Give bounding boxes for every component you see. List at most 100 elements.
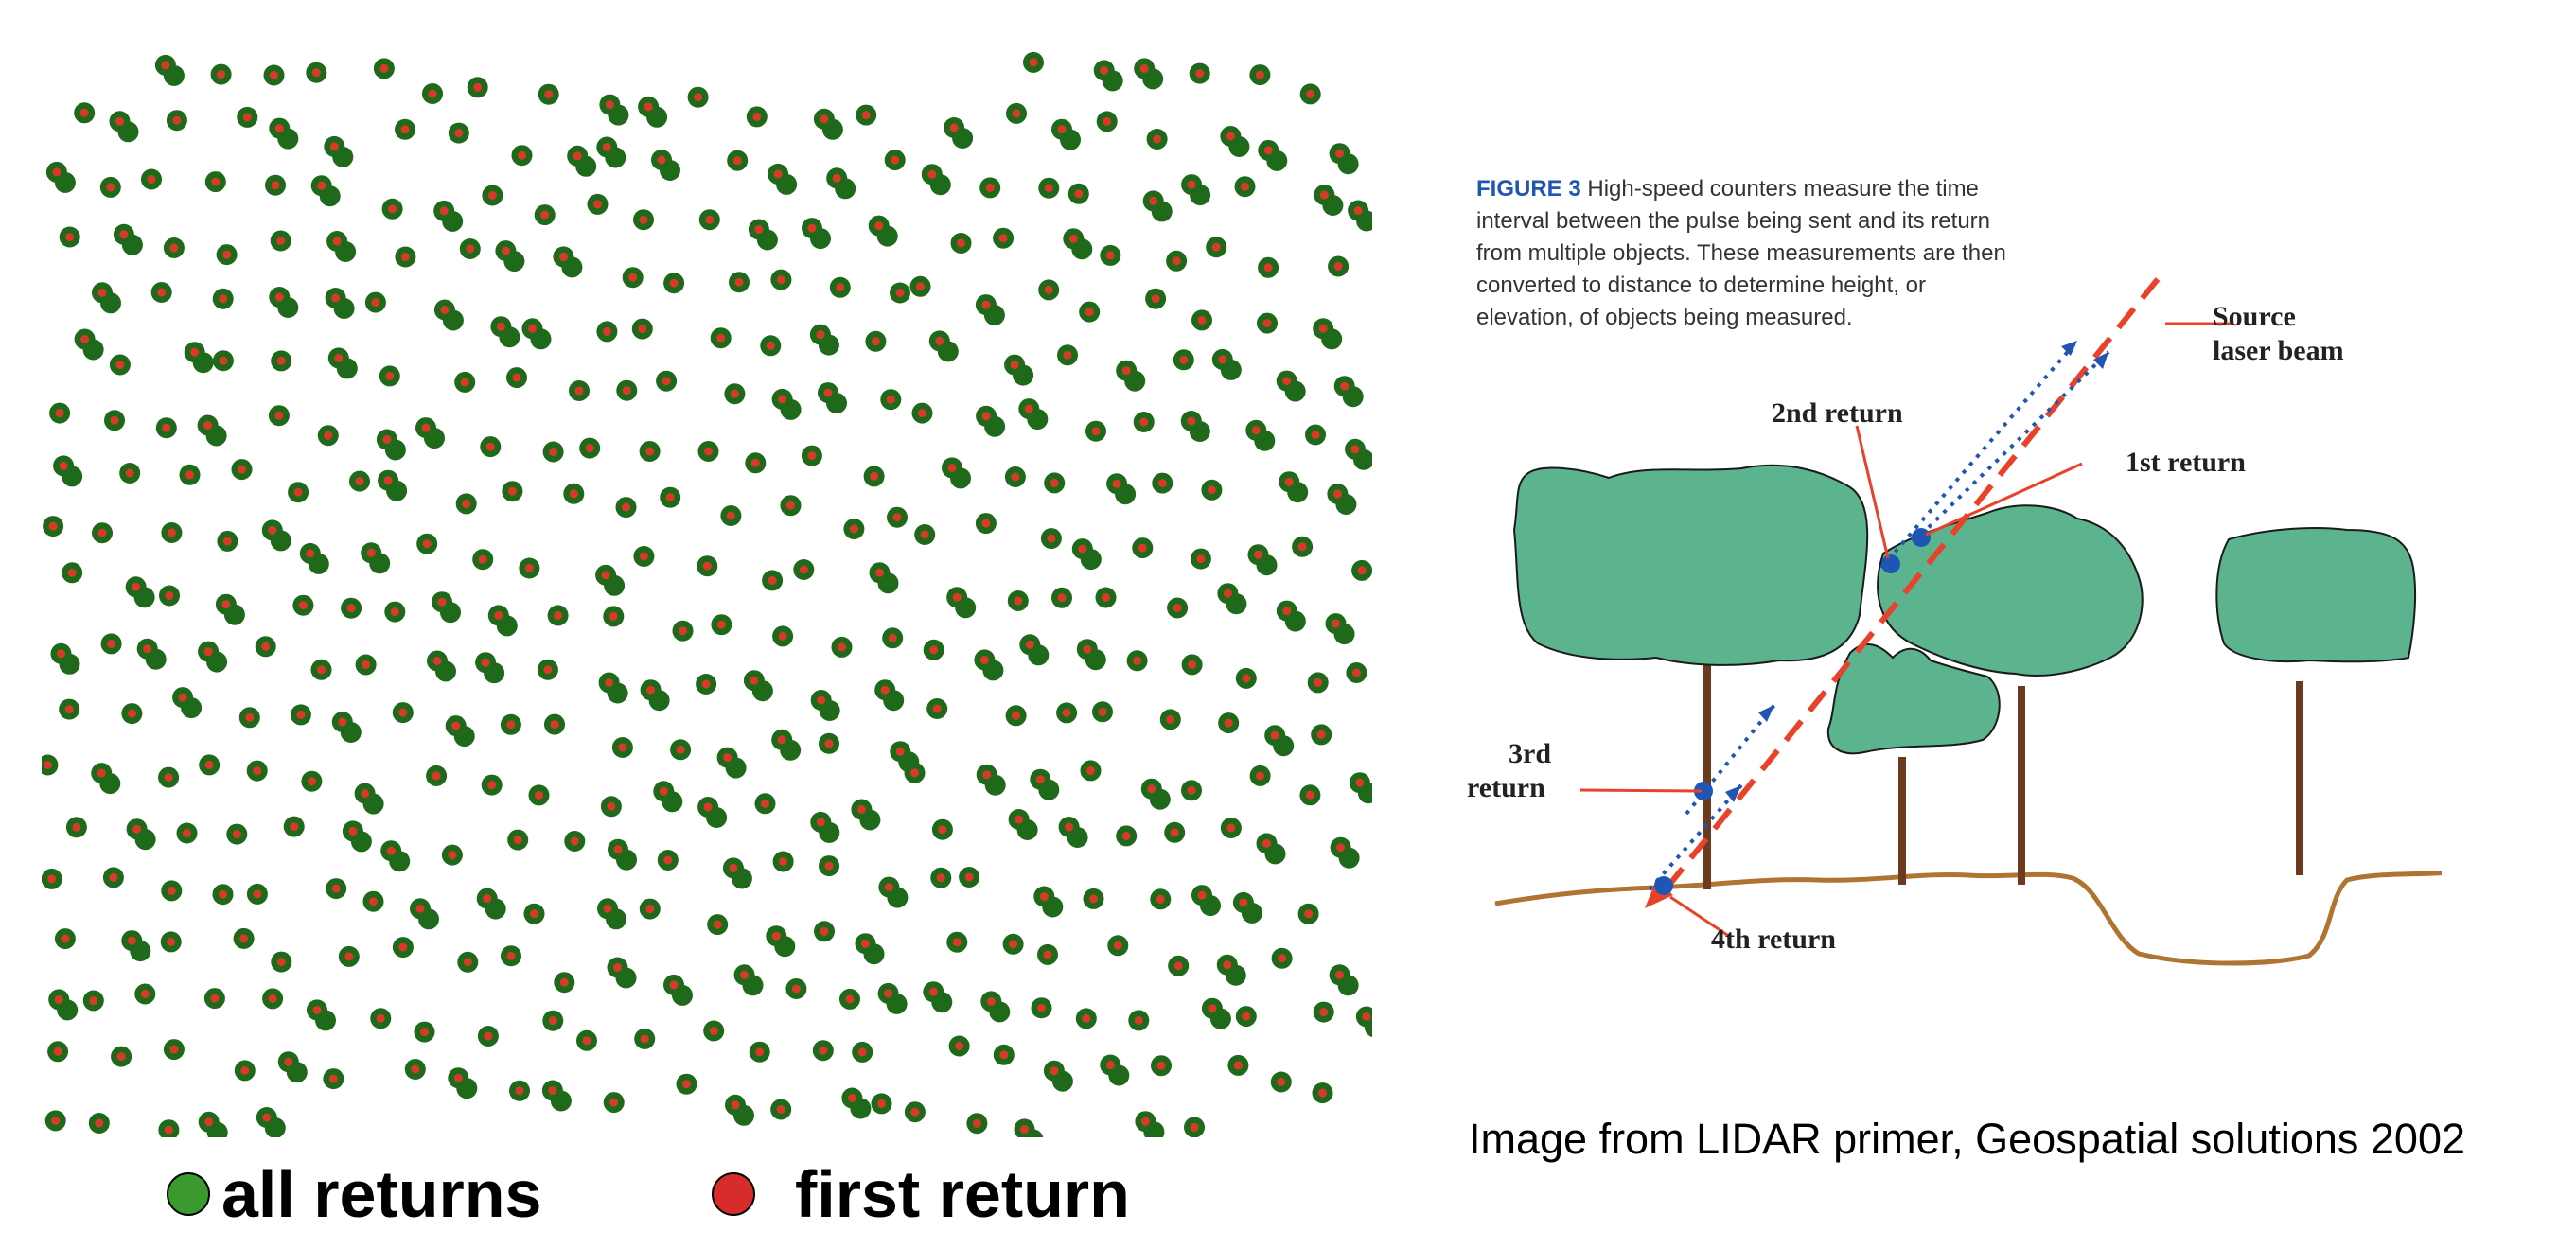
lidar-return-point xyxy=(877,982,908,1014)
lidar-return-point xyxy=(1128,1010,1150,1031)
lidar-return-point xyxy=(199,754,221,776)
lidar-return-point xyxy=(342,820,372,853)
lidar-return-point xyxy=(521,318,552,350)
lidar-return-point xyxy=(1007,590,1029,611)
lidar-return-point xyxy=(109,354,131,376)
lidar-return-point xyxy=(91,763,121,795)
lidar-return-point xyxy=(687,86,709,108)
lidar-return-point xyxy=(640,679,670,712)
lidar-return-point xyxy=(663,974,693,1006)
lidar-return-point xyxy=(158,766,180,788)
lidar-return-point xyxy=(1006,102,1027,124)
lidar-return-point xyxy=(476,888,506,920)
lidar-return-point xyxy=(455,493,477,515)
lidar-return-point xyxy=(819,855,839,877)
lidar-return-point xyxy=(1191,309,1212,331)
lidar-return-point xyxy=(1218,712,1240,734)
lidar-return-point xyxy=(979,177,1001,199)
lidar-return-point xyxy=(1151,1055,1172,1077)
lidar-return-point xyxy=(553,246,583,278)
tree-canopy xyxy=(1512,464,1869,666)
lidar-return-point xyxy=(150,282,172,303)
lidar-return-point xyxy=(1040,528,1062,550)
lidar-return-point xyxy=(277,1051,308,1083)
lidar-return-point xyxy=(722,857,752,889)
lidar-return-point xyxy=(511,145,533,167)
lidar-return-point xyxy=(743,670,773,702)
lidar-return-point xyxy=(554,972,575,994)
lidar-return-point xyxy=(1258,139,1288,171)
lidar-return-point xyxy=(65,817,87,838)
lidar-return-point xyxy=(976,405,1006,437)
lidar-return-point xyxy=(306,62,327,83)
return-ray xyxy=(1879,339,2079,570)
lidar-return-point xyxy=(238,707,260,729)
lidar-return-point xyxy=(603,1092,625,1114)
lidar-return-point xyxy=(1297,903,1319,924)
lidar-return-point xyxy=(395,246,416,268)
lidar-return-point xyxy=(1216,954,1246,986)
lidar-return-point xyxy=(1181,174,1211,206)
lidar-return-point xyxy=(265,174,286,196)
lidar-return-point xyxy=(884,150,906,171)
lidar-return-point xyxy=(1159,709,1181,730)
lidar-return-point xyxy=(410,898,439,930)
lidar-return-point xyxy=(354,783,384,815)
lidar-return-point xyxy=(487,605,518,637)
lidar-return-point xyxy=(48,989,79,1021)
lidar-return-point xyxy=(301,770,323,792)
lidar-return-point xyxy=(212,288,234,309)
lidar-return-point xyxy=(537,659,558,680)
lidar-return-point xyxy=(768,163,798,195)
lidar-return-point xyxy=(544,713,565,735)
lidar-return-point xyxy=(748,219,778,251)
lidar-return-point xyxy=(547,605,569,626)
lidar-return-point xyxy=(863,466,885,487)
lidar-return-point xyxy=(975,513,997,535)
lidar-return-point xyxy=(136,638,167,670)
lidar-return-point xyxy=(1184,1117,1205,1137)
lidar-return-point xyxy=(99,176,121,198)
lidar-return-point xyxy=(710,327,732,349)
lidar-return-point xyxy=(1327,484,1357,515)
lidar-return-point xyxy=(1168,955,1190,976)
lidar-return-point xyxy=(615,497,637,519)
second-return-label: 2nd return xyxy=(1772,397,1903,429)
lidar-return-point xyxy=(414,1021,435,1043)
lidar-return-point xyxy=(370,1008,392,1029)
tree-canopy xyxy=(1826,643,2001,755)
return-arrowhead xyxy=(1725,785,1741,802)
lidar-return-point xyxy=(327,347,358,379)
lidar-return-point xyxy=(1256,833,1286,865)
lidar-return-point xyxy=(426,765,448,786)
lidar-return-point xyxy=(1107,935,1129,957)
lidar-return-point xyxy=(697,441,719,462)
lidar-return-point xyxy=(1201,997,1231,1029)
lidar-return-point xyxy=(381,198,403,220)
lidar-return-point xyxy=(890,282,910,304)
source-label: Source xyxy=(2213,301,2296,332)
lidar-return-point xyxy=(323,1068,344,1090)
lidar-return-point xyxy=(292,594,314,616)
label-leader xyxy=(1855,425,1890,559)
lidar-return-point xyxy=(598,672,628,704)
lidar-return-point xyxy=(1329,143,1359,175)
lidar-return-point xyxy=(1038,177,1060,199)
lidar-return-point xyxy=(109,111,139,143)
lidar-return-point xyxy=(1264,725,1295,757)
lidar-return-point xyxy=(1190,548,1211,570)
lidar-return-point xyxy=(126,818,156,851)
lidar-return-point xyxy=(310,175,341,207)
lidar-return-point xyxy=(810,811,840,843)
lidar-return-point xyxy=(1181,780,1202,801)
lidar-return-point xyxy=(231,459,253,481)
lidar-return-point xyxy=(729,272,750,293)
lidar-return-point xyxy=(1245,419,1276,451)
lidar-return-point xyxy=(607,957,637,989)
lidar-return-point xyxy=(317,425,339,447)
return-ray xyxy=(1648,783,1743,891)
lidar-return-point xyxy=(1038,279,1060,301)
lidar-return-point xyxy=(993,1044,1015,1065)
lidar-return-point xyxy=(639,441,661,462)
lidar-return-point xyxy=(993,227,1015,249)
